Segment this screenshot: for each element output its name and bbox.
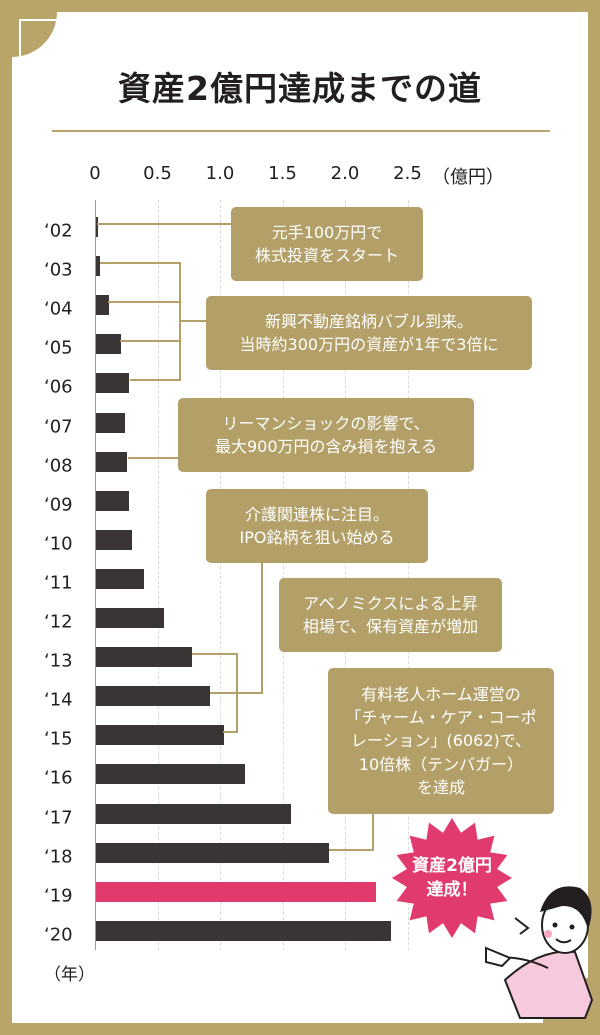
y-tick-label: ‘17: [44, 807, 73, 828]
connector-line: [372, 812, 374, 851]
annotation-2013-2015: アベノミクスによる上昇 相場で、保有資産が増加: [279, 578, 502, 652]
y-tick-label: ‘07: [44, 416, 73, 437]
connector-line: [180, 320, 208, 322]
chart-title: 資産2億円達成までの道: [118, 69, 482, 108]
connector-line: [120, 340, 180, 342]
x-tick-label: 2.5: [393, 163, 422, 184]
x-tick-label: 2.0: [330, 163, 360, 184]
y-tick-label: ‘09: [44, 494, 73, 516]
connector-line: [108, 301, 180, 303]
connector-line: [130, 379, 180, 381]
gridline: [220, 200, 221, 950]
gridline: [407, 200, 409, 950]
y-tick-label: ‘13: [44, 650, 73, 672]
y-tick-label: ‘14: [44, 689, 73, 711]
title-divider: [52, 130, 550, 132]
y-tick-label: ‘15: [44, 728, 73, 750]
connector-line: [236, 692, 253, 694]
x-axis-unit: （億円）: [432, 167, 504, 188]
x-tick-label: 1.0: [205, 163, 235, 184]
connector-line: [223, 731, 237, 733]
bar: [96, 647, 193, 668]
bar: [96, 295, 109, 316]
bar: [96, 725, 224, 746]
y-tick-label: ‘06: [44, 376, 73, 398]
gridline: [345, 200, 346, 950]
bar: [96, 490, 129, 511]
connector-line: [329, 849, 373, 851]
annotation-2002: 元手100万円で 株式投資をスタート: [231, 207, 423, 281]
bar: [96, 451, 128, 472]
bar: [96, 568, 144, 589]
bar: [96, 686, 210, 707]
connector-line: [100, 262, 180, 264]
annotation-2003-2006: 新興不動産銘柄バブル到来。 当時約300万円の資産が1年で3倍に: [206, 296, 532, 370]
y-tick-label: ‘19: [44, 885, 73, 907]
y-tick-label: ‘20: [44, 924, 73, 946]
bar: [96, 217, 98, 237]
bar: [96, 803, 291, 824]
y-tick-label: ‘04: [44, 298, 73, 320]
y-tick-label: ‘11: [44, 572, 73, 594]
gridline: [282, 200, 284, 950]
connector-line: [128, 457, 180, 459]
x-tick-label: 0.5: [143, 163, 172, 184]
y-tick-label: ‘02: [44, 220, 73, 242]
gridline: [157, 200, 159, 950]
y-tick-label: ‘10: [44, 533, 73, 555]
bar: [96, 373, 129, 394]
y-tick-label: ‘03: [44, 259, 73, 281]
y-tick-label: ‘18: [44, 846, 73, 868]
connector-line: [97, 223, 233, 225]
connector-line: [192, 653, 237, 655]
y-axis-line: [95, 200, 96, 950]
annotation-2008: リーマンショックの影響で、 最大900万円の含み損を抱える: [178, 398, 474, 472]
y-tick-label: ‘05: [44, 337, 73, 359]
bar: [96, 334, 121, 355]
annotation-2014: 介護関連株に注目。 IPO銘柄を狙い始める: [206, 489, 428, 563]
y-axis-unit: （年）: [44, 965, 95, 985]
x-tick-label: 0: [89, 163, 101, 184]
x-tick-label: 1.5: [268, 163, 297, 184]
bar: [96, 842, 329, 863]
bar-highlight: [96, 881, 376, 902]
bar: [96, 412, 125, 433]
y-tick-label: ‘08: [44, 455, 73, 477]
annotation-2017-2018: 有料老人ホーム運営の 「チャーム・ケア・コーポ レーション」(6062)で、 1…: [328, 668, 554, 814]
bar: [96, 608, 164, 628]
bar: [96, 256, 100, 277]
bar: [96, 529, 133, 550]
goal-callout-label: 資産2億円 達成！: [412, 856, 492, 900]
y-tick-label: ‘12: [44, 611, 73, 633]
bar: [96, 920, 391, 941]
y-tick-label: ‘16: [44, 767, 73, 789]
bar: [96, 764, 245, 785]
connector-line: [261, 560, 263, 694]
